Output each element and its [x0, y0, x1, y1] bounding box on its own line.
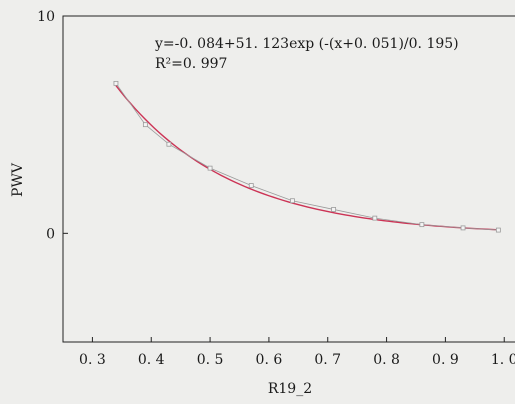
- data-point: [372, 215, 378, 221]
- data-point: [207, 165, 213, 171]
- r2-annotation: R²=0. 997: [155, 56, 227, 72]
- data-point: [419, 222, 425, 228]
- data-line: [115, 83, 499, 231]
- data-point: [460, 225, 466, 231]
- x-tick-label: 0. 6: [256, 352, 283, 368]
- y-tick-label: 0: [46, 226, 55, 242]
- data-point: [331, 207, 337, 212]
- fit-curve: [115, 85, 499, 231]
- x-tick-label: 0. 9: [432, 352, 459, 368]
- data-point: [113, 80, 119, 86]
- data-point: [142, 122, 148, 128]
- x-tick-label: 1. 0: [491, 352, 515, 368]
- data-point: [248, 183, 254, 188]
- data-point: [495, 227, 501, 233]
- x-tick-label: 0. 7: [314, 352, 341, 368]
- y-axis-label: PWV: [10, 162, 26, 197]
- plot-frame: [62, 15, 515, 343]
- x-tick-label: 0. 4: [138, 352, 165, 368]
- x-axis-label: R19_2: [268, 381, 312, 397]
- x-tick-label: 0. 8: [373, 352, 400, 368]
- y-tick-label: 10: [37, 9, 55, 25]
- x-tick-label: 0. 5: [197, 352, 224, 368]
- data-point: [166, 141, 172, 147]
- equation-annotation: y=-0. 084+51. 123exp (-(x+0. 051)/0. 195…: [154, 36, 459, 52]
- data-point: [290, 198, 295, 204]
- x-tick-label: 0. 3: [79, 352, 106, 368]
